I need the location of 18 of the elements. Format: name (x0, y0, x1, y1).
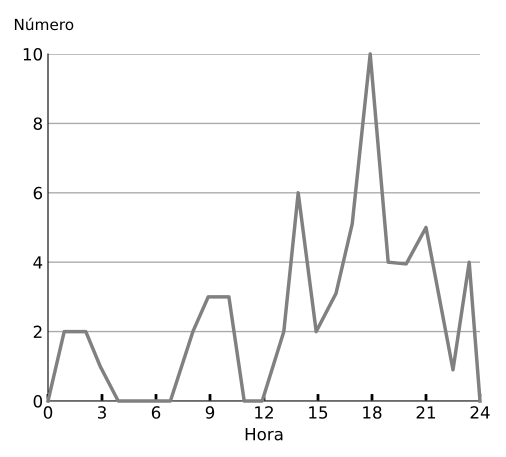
x-tick-label: 3 (98, 406, 106, 419)
x-tick-label: 21 (416, 406, 436, 419)
x-tick-label: 12 (255, 406, 273, 419)
y-tick-label: 8 (34, 117, 42, 130)
x-tick-label: 15 (309, 406, 328, 419)
line-series (46, 52, 482, 403)
y-tick-label: 0 (34, 394, 42, 408)
x-tick-label: 6 (152, 406, 160, 419)
x-tick-label: 0 (44, 406, 52, 419)
y-axis-title: Número (14, 18, 74, 30)
y-tick-label: 6 (34, 186, 42, 200)
x-tick-label: 9 (206, 406, 214, 419)
y-tick-label: 4 (33, 256, 42, 269)
y-tick-label: 10 (24, 48, 42, 61)
x-tick-label: 18 (363, 406, 382, 419)
x-axis-title: Hora (246, 428, 282, 440)
x-tick-label: 24 (470, 406, 490, 419)
y-tick-label: 2 (34, 326, 42, 338)
